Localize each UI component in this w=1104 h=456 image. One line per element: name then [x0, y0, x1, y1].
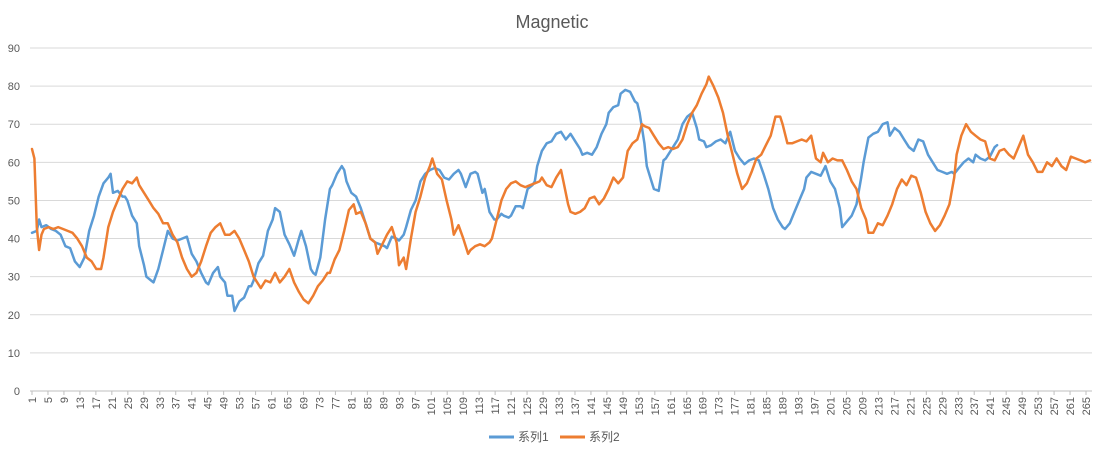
x-tick-label: 129: [538, 397, 550, 415]
y-tick-label: 30: [8, 272, 20, 284]
x-tick-label: 105: [442, 397, 454, 415]
x-tick-label: 85: [362, 397, 374, 409]
gridlines: [30, 47, 1092, 392]
x-tick-label: 121: [506, 397, 518, 415]
x-tick-label: 101: [426, 397, 438, 415]
x-tick-label: 229: [937, 397, 949, 415]
x-tick-label: 25: [123, 397, 135, 409]
x-tick-label: 201: [825, 397, 837, 415]
x-tick-label: 93: [394, 397, 406, 409]
legend-label-series-1: 系列1: [518, 430, 549, 444]
x-tick-label: 169: [698, 397, 710, 415]
x-tick-label: 65: [283, 397, 295, 409]
y-axis-tick-labels: 0 10 20 30 40 50 60 70 80 90: [8, 43, 20, 398]
x-tick-label: 261: [1065, 397, 1077, 415]
y-tick-label: 70: [8, 119, 20, 131]
x-tick-label: 61: [267, 397, 279, 409]
x-tick-label: 17: [91, 397, 103, 409]
x-tick-label: 145: [602, 397, 614, 415]
y-tick-label: 90: [8, 43, 20, 55]
x-tick-label: 133: [554, 397, 566, 415]
x-tick-label: 181: [746, 397, 758, 415]
x-tick-label: 245: [1001, 397, 1013, 415]
x-tick-label: 257: [1049, 397, 1061, 415]
x-tick-label: 189: [778, 397, 790, 415]
x-tick-label: 117: [490, 397, 502, 415]
x-tick-label: 49: [219, 397, 231, 409]
x-tick-label: 173: [714, 397, 726, 415]
x-tick-label: 205: [841, 397, 853, 415]
y-tick-label: 20: [8, 310, 20, 322]
y-tick-label: 80: [8, 81, 20, 93]
x-tick-label: 209: [857, 397, 869, 415]
x-tick-label: 153: [634, 397, 646, 415]
x-tick-label: 81: [346, 397, 358, 409]
x-tick-label: 221: [905, 397, 917, 415]
x-tick-label: 5: [43, 397, 55, 403]
x-tick-label: 233: [953, 397, 965, 415]
x-tick-label: 21: [107, 397, 119, 409]
x-tick-label: 57: [251, 397, 263, 409]
x-tick-label: 225: [921, 397, 933, 415]
x-tick-label: 33: [155, 397, 167, 409]
y-tick-label: 10: [8, 348, 20, 360]
x-tick-label: 213: [873, 397, 885, 415]
x-tick-label: 177: [730, 397, 742, 415]
x-tick-label: 137: [570, 397, 582, 415]
x-tick-label: 141: [586, 397, 598, 415]
y-tick-label: 60: [8, 157, 20, 169]
legend-label-series-2: 系列2: [589, 430, 620, 444]
series-line-1: [30, 88, 999, 313]
x-tick-label: 29: [139, 397, 151, 409]
x-tick-label: 1: [27, 397, 39, 403]
x-tick-label: 161: [666, 397, 678, 415]
x-axis-tick-labels: 1 5 9 13 17 21 25 29 33 37 41 45 49 53 57 61 65 69 73 77 81 8…: [27, 391, 1093, 415]
x-tick-label: 89: [378, 397, 390, 409]
x-tick-label: 165: [682, 397, 694, 415]
series-line-2: [30, 75, 1092, 305]
x-tick-label: 53: [235, 397, 247, 409]
legend: 系列1 系列2: [489, 430, 620, 444]
x-tick-label: 125: [522, 397, 534, 415]
y-tick-label: 0: [14, 386, 20, 398]
x-tick-label: 149: [618, 397, 630, 415]
x-tick-label: 193: [794, 397, 806, 415]
x-tick-label: 185: [762, 397, 774, 415]
x-tick-label: 197: [810, 397, 822, 415]
chart-title: Magnetic: [515, 12, 588, 32]
x-tick-label: 73: [314, 397, 326, 409]
x-tick-label: 77: [330, 397, 342, 409]
x-tick-label: 45: [203, 397, 215, 409]
y-tick-label: 40: [8, 234, 20, 246]
x-tick-label: 249: [1017, 397, 1029, 415]
x-tick-label: 241: [985, 397, 997, 415]
x-tick-label: 109: [458, 397, 470, 415]
x-tick-label: 253: [1033, 397, 1045, 415]
x-tick-label: 97: [410, 397, 422, 409]
x-tick-label: 217: [889, 397, 901, 415]
series-lines: [30, 75, 1092, 313]
x-tick-label: 265: [1081, 397, 1093, 415]
x-tick-label: 9: [59, 397, 71, 403]
x-tick-label: 37: [171, 397, 183, 409]
x-tick-label: 113: [474, 397, 486, 415]
x-tick-label: 157: [650, 397, 662, 415]
x-tick-label: 69: [298, 397, 310, 409]
x-tick-label: 13: [75, 397, 87, 409]
x-tick-label: 41: [187, 397, 199, 409]
x-tick-label: 237: [969, 397, 981, 415]
y-tick-label: 50: [8, 195, 20, 207]
